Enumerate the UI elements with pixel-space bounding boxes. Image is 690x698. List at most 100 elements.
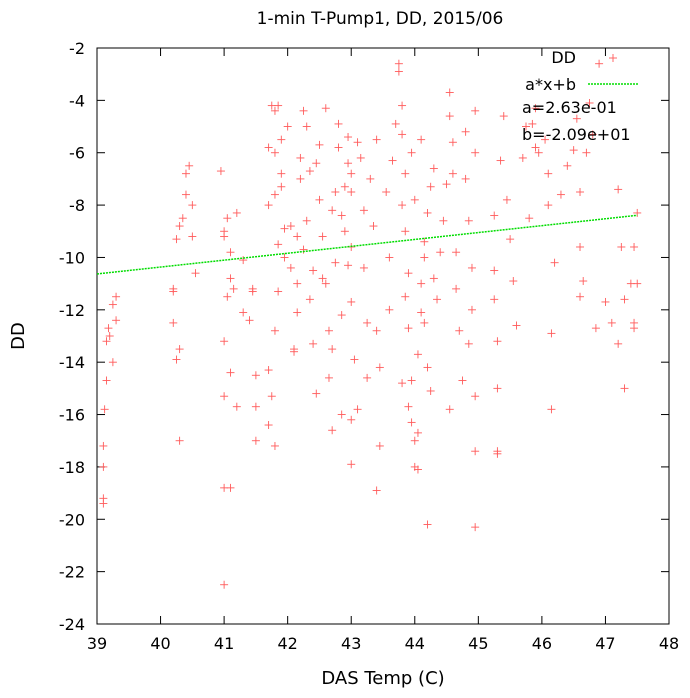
data-point [220, 580, 229, 589]
data-point [436, 248, 445, 257]
data-point [413, 428, 422, 437]
x-tick-label: 48 [659, 634, 679, 653]
data-point [429, 164, 438, 173]
data-point [366, 174, 375, 183]
data-point [315, 140, 324, 149]
data-point [407, 376, 416, 385]
data-point [347, 188, 356, 196]
data-point [398, 130, 407, 139]
data-point [328, 345, 337, 354]
data-point [588, 130, 597, 139]
x-tick-label: 39 [87, 634, 107, 653]
data-point [410, 436, 419, 445]
data-point [620, 384, 629, 393]
data-point [445, 112, 454, 121]
y-axis-label: DD [8, 322, 29, 350]
data-point [404, 402, 413, 411]
data-point [264, 201, 273, 210]
data-point [296, 174, 305, 183]
data-point [112, 292, 121, 301]
data-point [108, 300, 117, 309]
data-point [471, 447, 480, 456]
data-point [471, 148, 480, 157]
data-point [169, 287, 178, 296]
data-point [445, 88, 454, 97]
plot-frame [96, 47, 670, 625]
x-tick-label: 41 [214, 634, 234, 653]
data-point [293, 232, 302, 241]
data-point [512, 321, 521, 330]
y-tick-label: -12 [59, 301, 85, 320]
y-tick-label: -10 [59, 248, 85, 267]
chart-title: 1-min T-Pump1, DD, 2015/06 [257, 9, 504, 29]
data-point [264, 421, 273, 430]
data-point [264, 366, 273, 375]
data-point [181, 169, 190, 178]
data-point [226, 368, 235, 377]
data-point [226, 274, 235, 283]
data-point [181, 190, 190, 199]
data-point [172, 355, 181, 364]
data-point [407, 418, 416, 427]
data-point [321, 279, 330, 288]
data-point [461, 127, 470, 136]
data-point [220, 337, 229, 346]
data-point [413, 465, 422, 474]
data-point [617, 242, 626, 251]
x-tick-label: 42 [277, 634, 297, 653]
data-point [226, 483, 235, 492]
data-point [452, 248, 461, 257]
y-tick-label: -24 [59, 615, 85, 634]
data-point [547, 329, 556, 338]
data-point [369, 222, 378, 231]
data-point [518, 153, 527, 162]
data-point [337, 211, 346, 220]
data-point [556, 190, 565, 199]
data-point [328, 206, 337, 215]
data-point [223, 214, 232, 223]
data-point [630, 242, 639, 251]
x-tick-label: 43 [341, 634, 361, 653]
data-point [363, 373, 372, 382]
data-point [620, 295, 629, 304]
data-point [178, 214, 187, 223]
data-point [375, 441, 384, 450]
data-point [334, 119, 343, 128]
data-point [471, 106, 480, 115]
data-point [595, 59, 604, 68]
data-point [541, 135, 550, 144]
data-point [401, 227, 410, 236]
data-point [239, 308, 248, 317]
data-point [102, 337, 111, 346]
annotation-b: b=-2.09e+01 [522, 125, 631, 144]
x-tick-label: 47 [595, 634, 615, 653]
y-tick-label: -2 [69, 39, 85, 58]
data-point [99, 462, 108, 471]
data-point [442, 180, 451, 189]
data-point [522, 122, 530, 131]
data-point [544, 201, 553, 210]
y-tick-label: -8 [69, 196, 85, 215]
data-point [614, 339, 623, 348]
data-point [191, 269, 200, 278]
data-point [534, 148, 543, 157]
data-point [448, 138, 457, 147]
data-point [531, 104, 540, 113]
data-point [467, 263, 476, 272]
y-tick-label: -4 [69, 91, 85, 110]
data-point [315, 195, 324, 204]
data-point [375, 363, 384, 372]
data-point [413, 350, 422, 359]
data-point [229, 284, 238, 293]
legend-dd-marker [609, 54, 617, 62]
data-point [563, 161, 572, 170]
data-point [302, 122, 311, 131]
legend-plus-marker [609, 54, 617, 62]
data-point [108, 358, 117, 367]
data-point [232, 402, 241, 411]
data-point [569, 146, 578, 155]
data-point [309, 339, 318, 348]
data-point [344, 261, 353, 270]
data-point [337, 410, 346, 419]
data-point [423, 208, 432, 217]
